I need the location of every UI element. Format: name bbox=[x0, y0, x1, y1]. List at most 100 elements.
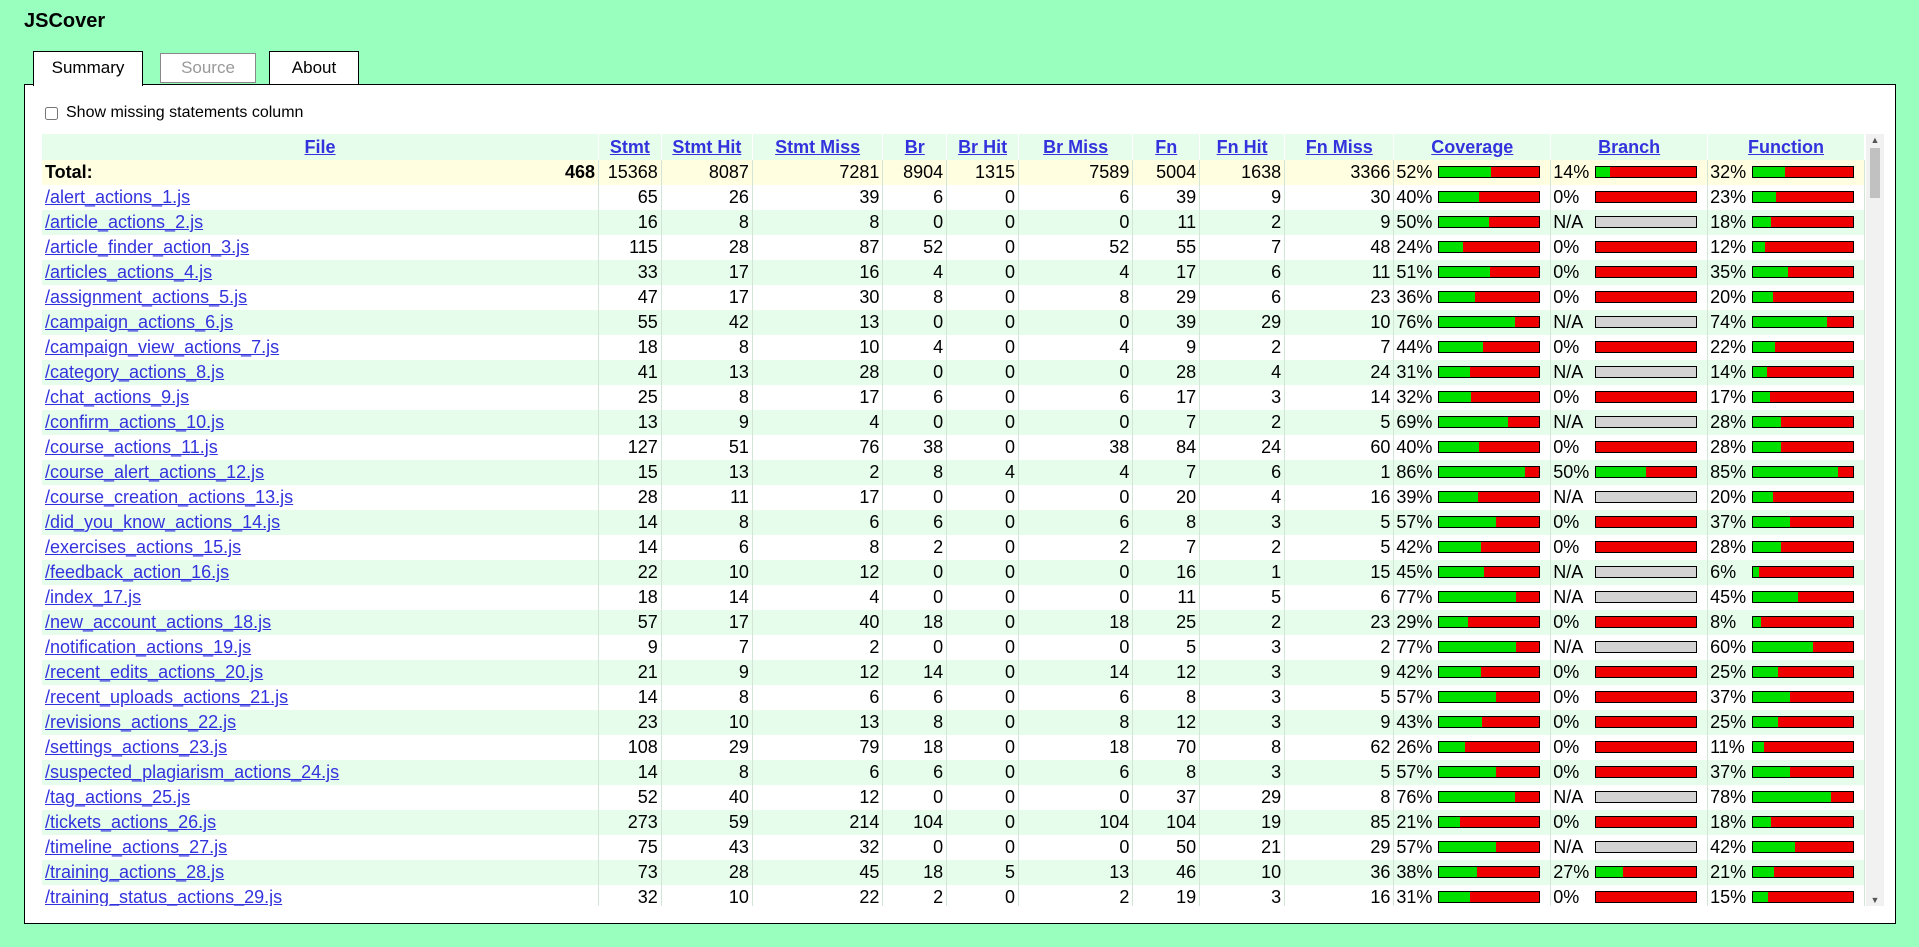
table-row: /chat_actions_9.js 25 8 17 6 0 6 17 3 14 32% 0% 17% bbox=[42, 385, 1865, 410]
file-link[interactable]: /suspected_plagiarism_actions_24.js bbox=[45, 762, 340, 782]
cell-fn: 11 bbox=[1132, 210, 1201, 235]
sort-link-file[interactable]: File bbox=[304, 136, 336, 157]
sort-link-fn-hit[interactable]: Fn Hit bbox=[1216, 136, 1268, 157]
sort-link-stmt[interactable]: Stmt bbox=[609, 136, 650, 157]
file-link[interactable]: /tickets_actions_26.js bbox=[45, 812, 217, 832]
cell-fn-hit: 3 bbox=[1199, 660, 1286, 685]
file-link[interactable]: /course_actions_11.js bbox=[45, 437, 218, 457]
scrollbar-thumb[interactable] bbox=[1870, 148, 1880, 198]
coverage-bar bbox=[1438, 315, 1541, 328]
function-bar bbox=[1752, 265, 1855, 278]
cell-fn: 84 bbox=[1132, 435, 1201, 460]
cell-br-miss: 18 bbox=[1018, 735, 1134, 760]
file-link[interactable]: /revisions_actions_22.js bbox=[45, 712, 237, 732]
sort-link-fn-miss[interactable]: Fn Miss bbox=[1305, 136, 1373, 157]
cell-br-hit: 0 bbox=[946, 385, 1019, 410]
file-link[interactable]: /campaign_view_actions_7.js bbox=[45, 337, 280, 357]
cell-function: 18% bbox=[1707, 210, 1865, 235]
cell-stmt-miss: 4 bbox=[752, 585, 884, 610]
scroll-up-icon[interactable]: ▲ bbox=[1870, 135, 1880, 145]
total-branch-bar-fill bbox=[1596, 166, 1611, 177]
branch-bar bbox=[1595, 515, 1698, 528]
total-function-cell: 32% bbox=[1707, 160, 1865, 185]
cell-fn-hit: 2 bbox=[1199, 335, 1286, 360]
cell-stmt-miss: 87 bbox=[752, 235, 884, 260]
file-link[interactable]: /confirm_actions_10.js bbox=[45, 412, 225, 432]
file-link[interactable]: /course_creation_actions_13.js bbox=[45, 487, 294, 507]
cell-stmt-hit: 8 bbox=[661, 760, 753, 785]
file-link[interactable]: /articles_actions_4.js bbox=[45, 262, 213, 282]
coverage-bar-fill bbox=[1439, 666, 1482, 677]
file-link[interactable]: /training_status_actions_29.js bbox=[45, 887, 283, 906]
file-link[interactable]: /article_finder_action_3.js bbox=[45, 237, 250, 257]
file-link[interactable]: /training_actions_28.js bbox=[45, 862, 225, 882]
branch-bar bbox=[1595, 765, 1698, 778]
cell-br-hit: 0 bbox=[946, 235, 1019, 260]
function-bar bbox=[1752, 215, 1855, 228]
sort-link-stmt-hit[interactable]: Stmt Hit bbox=[672, 136, 742, 157]
function-pct: 42% bbox=[1710, 837, 1747, 858]
cell-coverage: 69% bbox=[1393, 410, 1552, 435]
file-link[interactable]: /category_actions_8.js bbox=[45, 362, 225, 382]
cell-function: 20% bbox=[1707, 285, 1865, 310]
function-bar bbox=[1752, 565, 1855, 578]
sort-link-function[interactable]: Function bbox=[1748, 136, 1825, 157]
file-link[interactable]: /timeline_actions_27.js bbox=[45, 837, 228, 857]
file-link[interactable]: /alert_actions_1.js bbox=[45, 187, 191, 207]
cell-br-miss: 4 bbox=[1018, 335, 1134, 360]
vertical-scrollbar[interactable]: ▲ ▼ bbox=[1866, 134, 1884, 906]
cell-stmt: 75 bbox=[598, 835, 662, 860]
cell-fn-hit: 6 bbox=[1199, 460, 1286, 485]
tab-summary[interactable]: Summary bbox=[33, 51, 143, 86]
branch-bar bbox=[1595, 590, 1698, 603]
file-link[interactable]: /recent_uploads_actions_21.js bbox=[45, 687, 289, 707]
file-link[interactable]: /index_17.js bbox=[45, 587, 142, 607]
cell-fn-miss: 9 bbox=[1284, 710, 1395, 735]
file-link[interactable]: /course_alert_actions_12.js bbox=[45, 462, 265, 482]
file-link[interactable]: /notification_actions_19.js bbox=[45, 637, 252, 657]
cell-fn-miss: 5 bbox=[1284, 685, 1395, 710]
sort-link-br-hit[interactable]: Br Hit bbox=[958, 136, 1008, 157]
file-link[interactable]: /assignment_actions_5.js bbox=[45, 287, 248, 307]
file-link[interactable]: /exercises_actions_15.js bbox=[45, 537, 242, 557]
cell-coverage: 31% bbox=[1393, 360, 1552, 385]
sort-link-br[interactable]: Br bbox=[904, 136, 925, 157]
sort-link-stmt-miss[interactable]: Stmt Miss bbox=[775, 136, 861, 157]
file-link[interactable]: /chat_actions_9.js bbox=[45, 387, 190, 407]
branch-bar bbox=[1595, 265, 1698, 278]
missing-statements-checkbox[interactable] bbox=[45, 106, 58, 120]
sort-link-coverage[interactable]: Coverage bbox=[1431, 136, 1514, 157]
table-row: /training_actions_28.js 73 28 45 18 5 13 46 10 36… bbox=[42, 860, 1865, 885]
file-link[interactable]: /tag_actions_25.js bbox=[45, 787, 191, 807]
coverage-pct: 76% bbox=[1396, 787, 1433, 808]
coverage-table-scroller[interactable]: File Stmt Stmt Hit Stmt Miss Br Br Hit Br Miss… bbox=[42, 134, 1884, 906]
sort-link-branch[interactable]: Branch bbox=[1598, 136, 1661, 157]
function-bar-fill bbox=[1753, 591, 1799, 602]
tab-source[interactable]: Source bbox=[160, 53, 256, 83]
file-link[interactable]: /recent_edits_actions_20.js bbox=[45, 662, 264, 682]
cell-br: 6 bbox=[882, 510, 948, 535]
coverage-pct: 26% bbox=[1396, 737, 1433, 758]
file-link[interactable]: /settings_actions_23.js bbox=[45, 737, 228, 757]
file-link[interactable]: /did_you_know_actions_14.js bbox=[45, 512, 281, 532]
tab-about[interactable]: About bbox=[269, 51, 359, 85]
file-link[interactable]: /campaign_actions_6.js bbox=[45, 312, 234, 332]
missing-statements-toggle[interactable]: Show missing statements column bbox=[45, 104, 303, 122]
cell-coverage: 38% bbox=[1393, 860, 1552, 885]
file-link[interactable]: /feedback_action_16.js bbox=[45, 562, 230, 582]
branch-pct: N/A bbox=[1553, 787, 1584, 808]
cell-br-miss: 0 bbox=[1018, 560, 1134, 585]
file-link[interactable]: /article_actions_2.js bbox=[45, 212, 204, 232]
coverage-bar-fill bbox=[1439, 566, 1485, 577]
table-row: /articles_actions_4.js 33 17 16 4 0 4 17 6 11 51% 0… bbox=[42, 260, 1865, 285]
cell-br-miss: 14 bbox=[1018, 660, 1134, 685]
scroll-down-icon[interactable]: ▼ bbox=[1870, 895, 1880, 905]
file-link[interactable]: /new_account_actions_18.js bbox=[45, 612, 272, 632]
cell-stmt: 57 bbox=[598, 610, 662, 635]
sort-link-fn[interactable]: Fn bbox=[1155, 136, 1178, 157]
sort-link-br-miss[interactable]: Br Miss bbox=[1043, 136, 1109, 157]
table-row: /course_creation_actions_13.js 28 11 17 0 0 0 2… bbox=[42, 485, 1865, 510]
branch-pct: 0% bbox=[1553, 237, 1580, 258]
function-pct: 22% bbox=[1710, 337, 1747, 358]
branch-pct: 0% bbox=[1553, 712, 1580, 733]
